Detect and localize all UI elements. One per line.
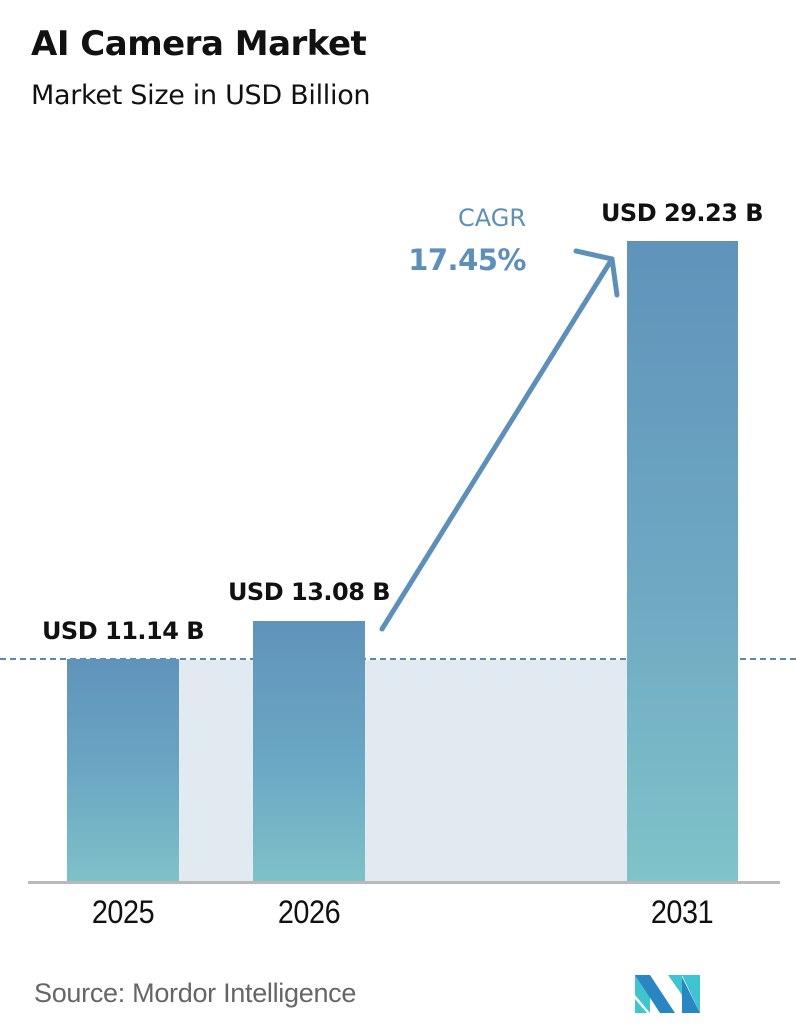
bar-2025 (67, 659, 179, 882)
x-label-2031: 2031 (650, 894, 714, 930)
reference-dashed-line (0, 658, 796, 660)
bar-2031 (627, 241, 738, 882)
baseline-band (179, 660, 253, 882)
cagr-value: 17.45% (408, 243, 526, 277)
baseline-band (365, 660, 627, 882)
value-label-2025: USD 11.14 B (41, 617, 205, 645)
value-label-2026: USD 13.08 B (227, 578, 391, 606)
x-label-2026: 2026 (277, 894, 341, 930)
source-text: Source: Mordor Intelligence (34, 978, 357, 1008)
chart-title: AI Camera Market (31, 24, 367, 64)
mordor-intelligence-logo-icon (635, 975, 700, 1013)
bar-2026 (253, 621, 365, 882)
x-label-2025: 2025 (91, 894, 155, 930)
cagr-label: CAGR (457, 204, 526, 232)
value-label-2031: USD 29.23 B (600, 199, 764, 227)
chart-subtitle: Market Size in USD Billion (31, 80, 371, 111)
x-axis-line (28, 881, 780, 884)
